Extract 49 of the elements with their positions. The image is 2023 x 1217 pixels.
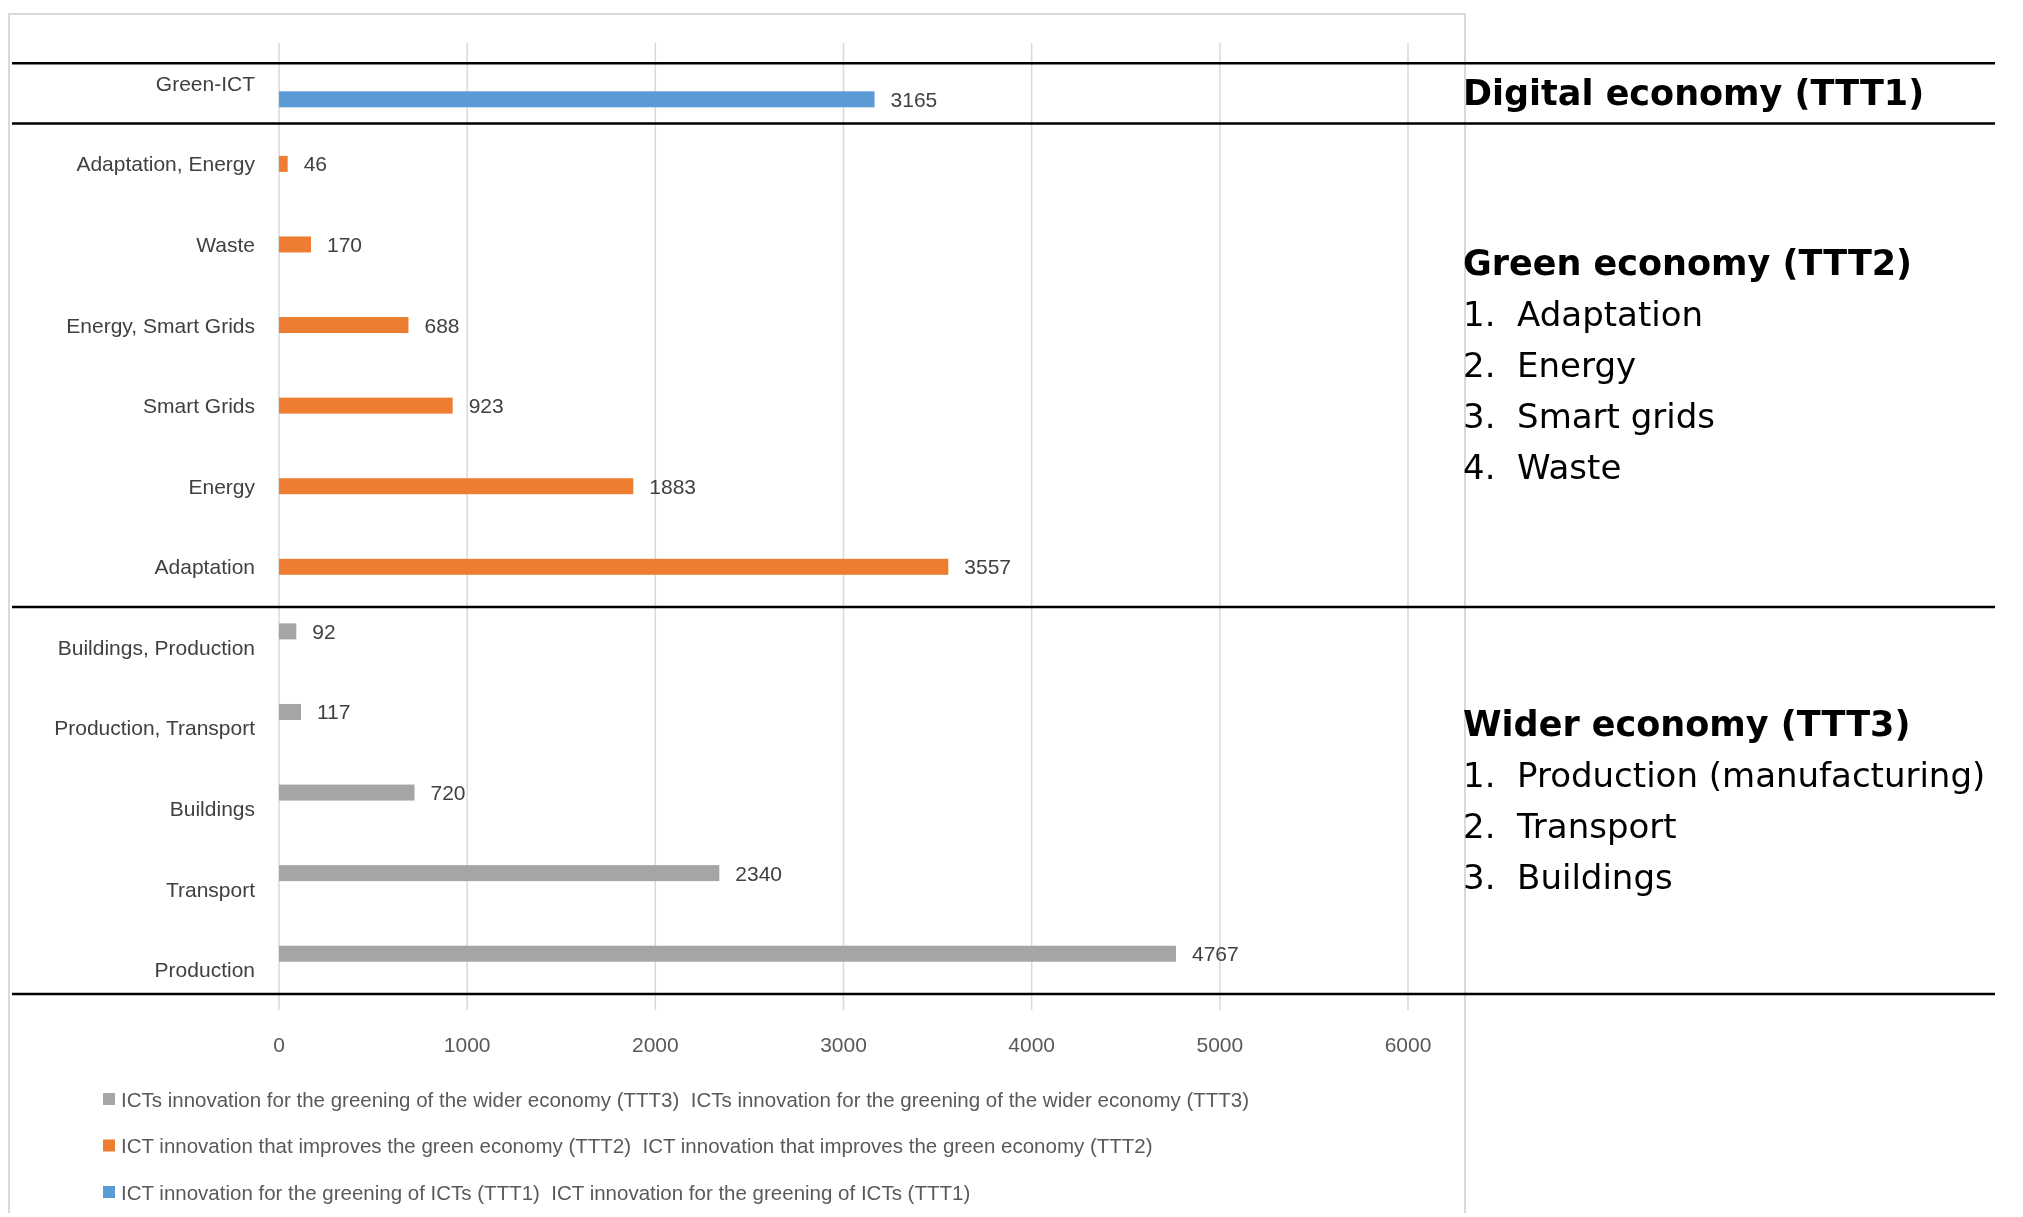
bar — [279, 317, 409, 334]
y-tick-label: Smart Grids — [142, 394, 255, 418]
bar — [279, 784, 415, 801]
bar — [279, 91, 875, 108]
legend-label: ICT innovation that improves the green economy (TTT2) ICT innovation that improves the green economy (TTT2) — [121, 1134, 1153, 1157]
bar — [279, 865, 720, 882]
data-label: 4767 — [1191, 942, 1239, 966]
bar — [279, 397, 453, 414]
x-tick-label: 4000 — [1008, 1032, 1056, 1056]
y-tick-label: Production, Transport — [54, 716, 256, 740]
data-label: 2340 — [735, 861, 783, 885]
y-tick-label: Energy — [188, 474, 256, 498]
data-label: 1883 — [649, 474, 697, 498]
bar — [279, 558, 949, 575]
y-tick-label: Adaptation, Energy — [76, 152, 256, 176]
x-tick-label: 2000 — [631, 1032, 679, 1056]
x-tick-label: 1000 — [443, 1032, 491, 1056]
text: Green economy (TTT2) 1. Adaptation 2. Energy 3. Smart grids 4. Waste — [1463, 243, 1913, 488]
bar — [279, 703, 302, 720]
bar — [279, 623, 297, 640]
data-label: 688 — [424, 313, 460, 337]
x-tick-label: 5000 — [1196, 1032, 1244, 1056]
data-label: 3557 — [964, 555, 1012, 579]
x-tick-label: 3000 — [820, 1032, 867, 1056]
y-tick-label: Adaptation — [154, 555, 255, 579]
text: Digital economy (TTT1) — [1463, 73, 1925, 114]
y-tick-label: Waste — [196, 232, 255, 256]
data-label: 92 — [312, 619, 336, 643]
data-label: 923 — [468, 394, 504, 418]
bar — [279, 478, 634, 495]
bar — [279, 236, 311, 253]
legend-label: ICT innovation for the greening of ICTs (TTT1) ICT innovation for the greening of ICTs (TTT1) — [121, 1180, 971, 1204]
y-tick-label: Buildings — [169, 797, 255, 821]
bar — [279, 945, 1176, 962]
y-tick-label: Buildings, Production — [57, 635, 255, 659]
x-tick-label: 0 — [273, 1032, 285, 1056]
text: Wider economy (TTT3) 1. Production (manufacturing) 2. Transport 3. Buildings — [1463, 703, 1986, 897]
y-tick-label: Production — [154, 958, 255, 982]
legend-label: ICTs innovation for the greening of the wider economy (TTT3) ICTs innovation for the greening of the wider economy (TTT3) — [121, 1087, 1250, 1111]
y-tick-label: Transport — [165, 877, 256, 901]
y-tick-label: Energy, Smart Grids — [66, 313, 255, 337]
data-label: 46 — [303, 152, 328, 176]
data-label: 720 — [430, 781, 466, 805]
x-tick-label: 6000 — [1384, 1032, 1432, 1056]
data-label: 3165 — [890, 87, 938, 111]
data-label: 170 — [326, 232, 363, 256]
data-label: 117 — [317, 700, 351, 724]
y-tick-label: Green-ICT — [155, 71, 256, 95]
bar — [279, 155, 288, 172]
